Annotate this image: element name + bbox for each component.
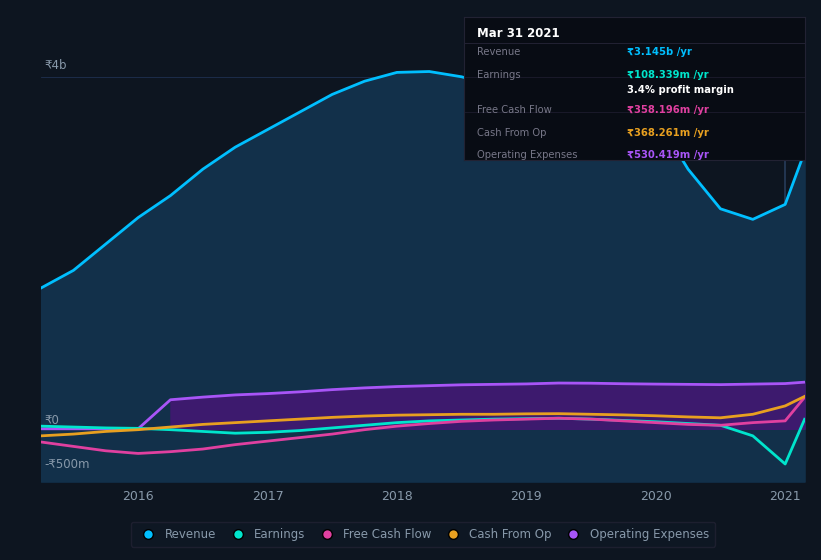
Text: Operating Expenses: Operating Expenses (478, 150, 578, 160)
Text: ₹0: ₹0 (45, 414, 60, 427)
Text: Mar 31 2021: Mar 31 2021 (478, 27, 560, 40)
Text: ₹4b: ₹4b (45, 59, 67, 72)
Text: ₹530.419m /yr: ₹530.419m /yr (627, 150, 709, 160)
Text: ₹108.339m /yr: ₹108.339m /yr (627, 69, 709, 80)
Text: Earnings: Earnings (478, 69, 521, 80)
Text: Revenue: Revenue (478, 47, 521, 57)
Text: -₹500m: -₹500m (45, 458, 90, 470)
Text: 3.4% profit margin: 3.4% profit margin (627, 85, 734, 95)
Text: ₹368.261m /yr: ₹368.261m /yr (627, 128, 709, 138)
Text: Free Cash Flow: Free Cash Flow (478, 105, 553, 115)
Text: Cash From Op: Cash From Op (478, 128, 547, 138)
Legend: Revenue, Earnings, Free Cash Flow, Cash From Op, Operating Expenses: Revenue, Earnings, Free Cash Flow, Cash … (131, 522, 715, 547)
Text: ₹3.145b /yr: ₹3.145b /yr (627, 47, 692, 57)
Text: ₹358.196m /yr: ₹358.196m /yr (627, 105, 709, 115)
